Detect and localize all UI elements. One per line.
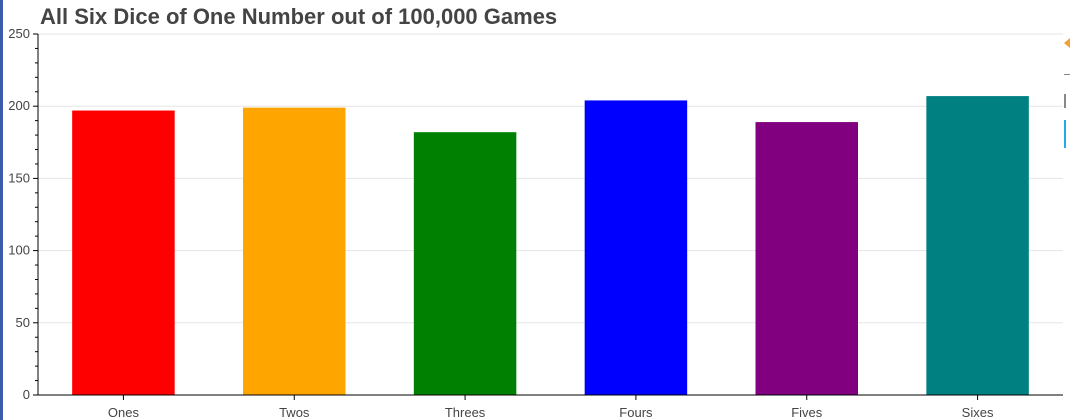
bokeh-logo-icon[interactable] [1064, 38, 1070, 48]
y-tick-label: 0 [23, 387, 30, 402]
x-tick-label: Fours [619, 405, 653, 420]
bar-fours [584, 100, 688, 395]
bar-sixes [926, 96, 1029, 395]
box-zoom-icon[interactable] [1064, 94, 1066, 108]
active-tool-indicator[interactable] [1064, 120, 1066, 148]
chart-title: All Six Dice of One Number out of 100,00… [40, 4, 558, 29]
bar-ones [72, 110, 175, 396]
y-tick-label: 100 [8, 243, 30, 258]
x-tick-label: Threes [445, 405, 486, 420]
x-tick-label: Twos [279, 405, 310, 420]
y-tick-label: 200 [8, 98, 30, 113]
x-tick-label: Fives [791, 405, 823, 420]
left-border [0, 0, 3, 420]
y-tick-label: 250 [8, 26, 30, 41]
y-tick-label: 150 [8, 170, 30, 185]
x-tick-label: Sixes [962, 405, 994, 420]
bar-twos [243, 107, 346, 396]
bar-fives [755, 122, 858, 396]
x-tick-label: Ones [108, 405, 140, 420]
pan-icon[interactable] [1064, 74, 1070, 75]
chart-toolbar[interactable] [1064, 34, 1072, 154]
y-tick-label: 50 [16, 315, 30, 330]
bar-threes [413, 132, 517, 395]
